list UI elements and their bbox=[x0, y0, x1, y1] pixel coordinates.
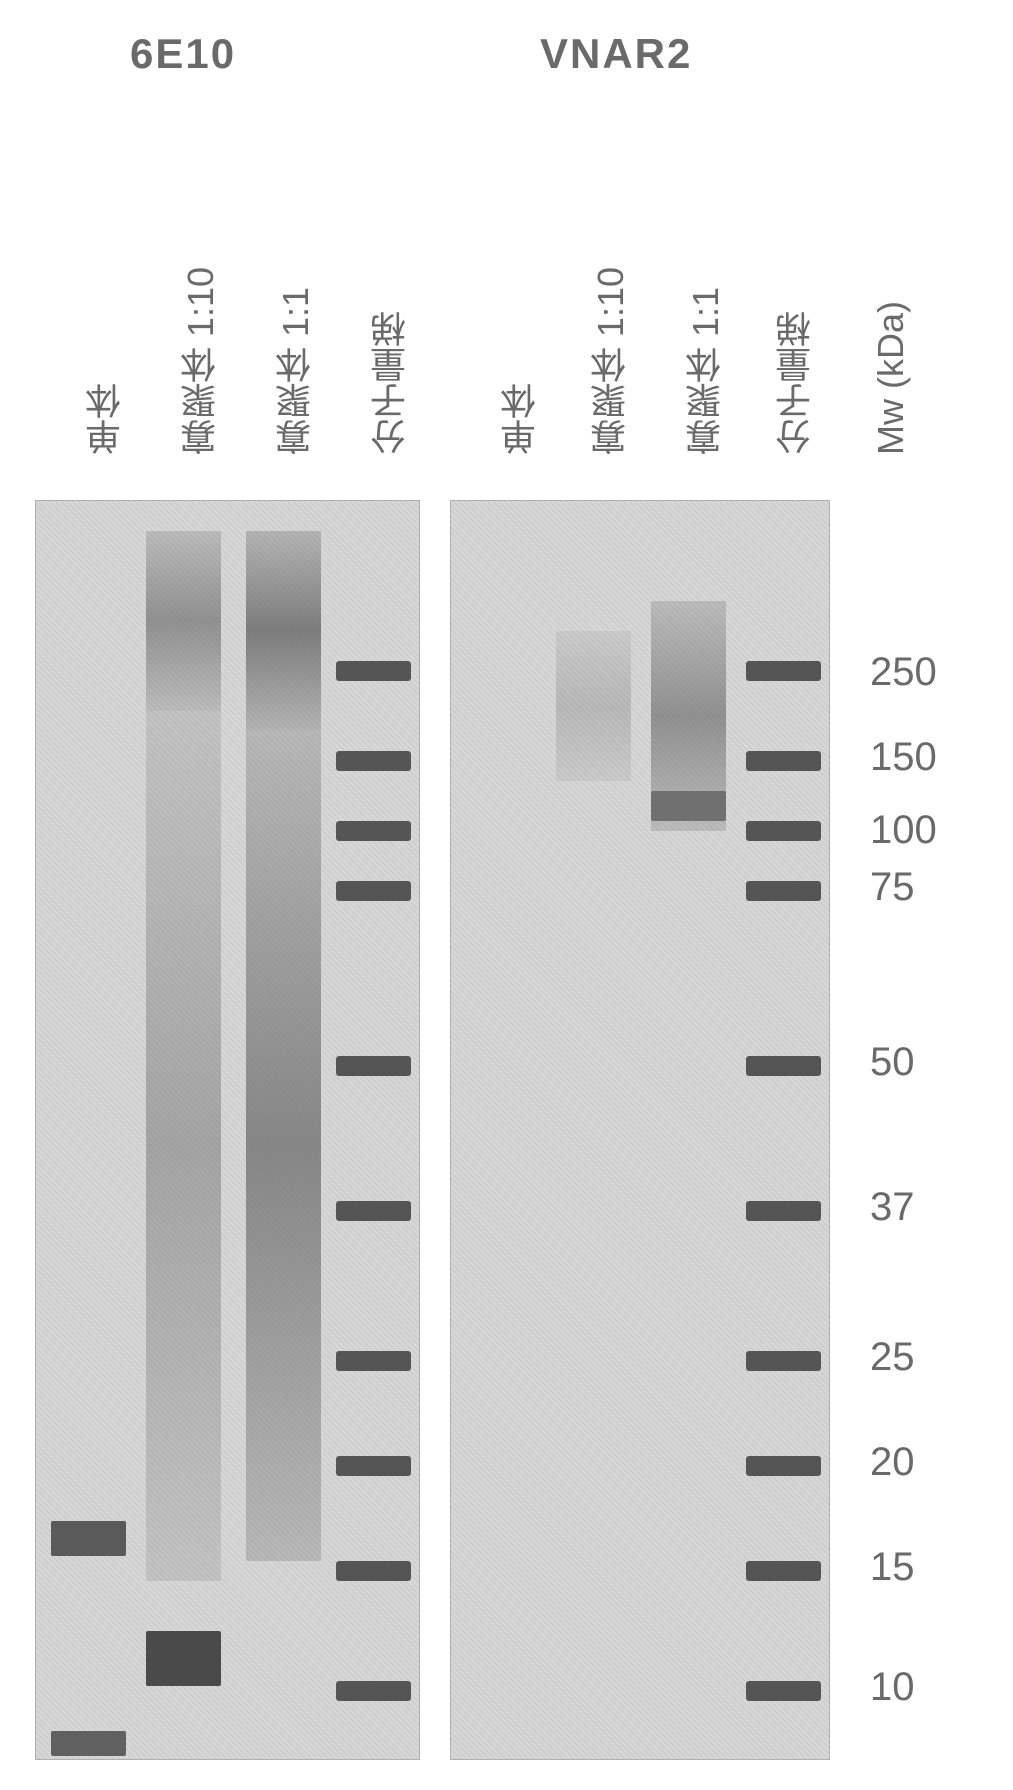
ladder-band bbox=[746, 1056, 821, 1076]
ladder-band bbox=[336, 1681, 411, 1701]
mw-label: 37 bbox=[870, 1185, 915, 1230]
mw-label: 20 bbox=[870, 1440, 915, 1485]
mw-label: 50 bbox=[870, 1040, 915, 1085]
ladder-band bbox=[336, 1456, 411, 1476]
ladder-band bbox=[336, 661, 411, 681]
gel-band bbox=[246, 731, 321, 1561]
ladder-band bbox=[746, 1561, 821, 1581]
gel-band bbox=[556, 631, 631, 781]
mw-label: 25 bbox=[870, 1335, 915, 1380]
mw-label: 250 bbox=[870, 650, 937, 695]
ladder-band bbox=[336, 1056, 411, 1076]
ladder-band bbox=[746, 1456, 821, 1476]
gel-band bbox=[51, 1521, 126, 1556]
gel-right bbox=[450, 500, 830, 1760]
gel-band bbox=[146, 711, 221, 1581]
mw-label: 75 bbox=[870, 865, 915, 910]
lane-label: 单体 bbox=[80, 383, 132, 455]
lane-label: 分子量梯 bbox=[365, 311, 417, 455]
ladder-band bbox=[746, 881, 821, 901]
ladder-band bbox=[336, 1561, 411, 1581]
mw-label: 150 bbox=[870, 735, 937, 780]
mw-label: 15 bbox=[870, 1545, 915, 1590]
ladder-band bbox=[336, 1351, 411, 1371]
ladder-band bbox=[746, 1351, 821, 1371]
ladder-band bbox=[336, 821, 411, 841]
ladder-band bbox=[336, 1201, 411, 1221]
lane-label: 寡聚体 1:10 bbox=[585, 267, 637, 455]
lane-label: 单体 bbox=[495, 383, 547, 455]
ladder-band bbox=[746, 661, 821, 681]
panel-title-left: 6E10 bbox=[130, 30, 236, 78]
mw-axis-label: Mw (kDa) bbox=[870, 301, 912, 455]
ladder-band bbox=[336, 751, 411, 771]
ladder-band bbox=[746, 1681, 821, 1701]
ladder-band bbox=[746, 751, 821, 771]
gel-band bbox=[651, 791, 726, 821]
gel-band bbox=[146, 1631, 221, 1686]
ladder-band bbox=[336, 881, 411, 901]
mw-label: 10 bbox=[870, 1665, 915, 1710]
ladder-band bbox=[746, 1201, 821, 1221]
gel-band bbox=[51, 1731, 126, 1756]
panel-title-right: VNAR2 bbox=[540, 30, 692, 78]
ladder-band bbox=[746, 821, 821, 841]
gel-left bbox=[35, 500, 420, 1760]
lane-label: 寡聚体 1:1 bbox=[680, 287, 732, 455]
lane-label: 分子量梯 bbox=[770, 311, 822, 455]
lane-label: 寡聚体 1:10 bbox=[175, 267, 227, 455]
gel-band bbox=[246, 531, 321, 731]
lane-label: 寡聚体 1:1 bbox=[270, 287, 322, 455]
gel-band bbox=[146, 531, 221, 711]
mw-label: 100 bbox=[870, 808, 937, 853]
